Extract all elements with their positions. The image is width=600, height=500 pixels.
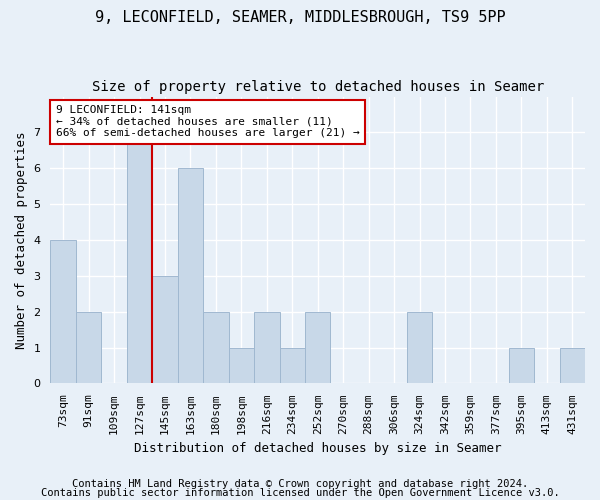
Title: Size of property relative to detached houses in Seamer: Size of property relative to detached ho…: [92, 80, 544, 94]
Bar: [76, 312, 101, 384]
Bar: [254, 312, 280, 384]
Bar: [50, 240, 76, 384]
Bar: [560, 348, 585, 384]
X-axis label: Distribution of detached houses by size in Seamer: Distribution of detached houses by size …: [134, 442, 502, 455]
Y-axis label: Number of detached properties: Number of detached properties: [15, 131, 28, 348]
Bar: [229, 348, 254, 384]
Bar: [127, 132, 152, 384]
Bar: [178, 168, 203, 384]
Text: Contains HM Land Registry data © Crown copyright and database right 2024.: Contains HM Land Registry data © Crown c…: [72, 479, 528, 489]
Text: 9, LECONFIELD, SEAMER, MIDDLESBROUGH, TS9 5PP: 9, LECONFIELD, SEAMER, MIDDLESBROUGH, TS…: [95, 10, 505, 25]
Bar: [305, 312, 331, 384]
Text: Contains public sector information licensed under the Open Government Licence v3: Contains public sector information licen…: [41, 488, 559, 498]
Bar: [152, 276, 178, 384]
Bar: [509, 348, 534, 384]
Bar: [407, 312, 432, 384]
Bar: [280, 348, 305, 384]
Bar: [203, 312, 229, 384]
Text: 9 LECONFIELD: 141sqm
← 34% of detached houses are smaller (11)
66% of semi-detac: 9 LECONFIELD: 141sqm ← 34% of detached h…: [56, 105, 359, 138]
